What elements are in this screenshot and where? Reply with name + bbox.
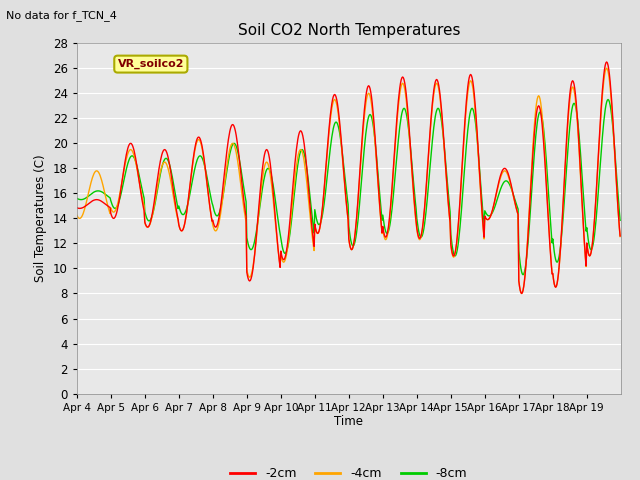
-2cm <box>237 166 244 172</box>
-4cm <box>264 160 271 166</box>
-4cm <box>616 234 624 240</box>
Text: No data for f_TCN_4: No data for f_TCN_4 <box>6 10 117 21</box>
-8cm <box>404 124 412 130</box>
-8cm <box>519 272 527 277</box>
Title: Soil CO2 North Temperatures: Soil CO2 North Temperatures <box>237 23 460 38</box>
-4cm <box>237 179 244 184</box>
-8cm <box>73 195 81 201</box>
-4cm <box>603 65 611 71</box>
-2cm <box>284 238 292 244</box>
Line: -4cm: -4cm <box>77 68 620 293</box>
-2cm <box>518 290 525 296</box>
-8cm <box>137 179 145 185</box>
Legend: -2cm, -4cm, -8cm: -2cm, -4cm, -8cm <box>225 462 472 480</box>
-2cm <box>603 59 611 65</box>
-4cm <box>404 120 412 125</box>
Y-axis label: Soil Temperatures (C): Soil Temperatures (C) <box>34 155 47 282</box>
Text: VR_soilco2: VR_soilco2 <box>118 59 184 69</box>
Line: -2cm: -2cm <box>77 62 620 293</box>
-2cm <box>73 205 81 211</box>
-2cm <box>137 188 145 193</box>
-8cm <box>264 166 271 171</box>
-2cm <box>404 114 412 120</box>
-2cm <box>264 147 271 153</box>
-8cm <box>604 96 612 102</box>
-8cm <box>435 106 443 112</box>
X-axis label: Time: Time <box>334 415 364 429</box>
-2cm <box>435 83 443 88</box>
-8cm <box>616 217 624 223</box>
-4cm <box>73 212 81 218</box>
-8cm <box>237 163 244 168</box>
-4cm <box>137 186 145 192</box>
-8cm <box>284 244 292 250</box>
-4cm <box>284 243 292 249</box>
-2cm <box>616 233 624 239</box>
Line: -8cm: -8cm <box>77 99 620 275</box>
-4cm <box>435 86 443 92</box>
-4cm <box>518 290 525 296</box>
